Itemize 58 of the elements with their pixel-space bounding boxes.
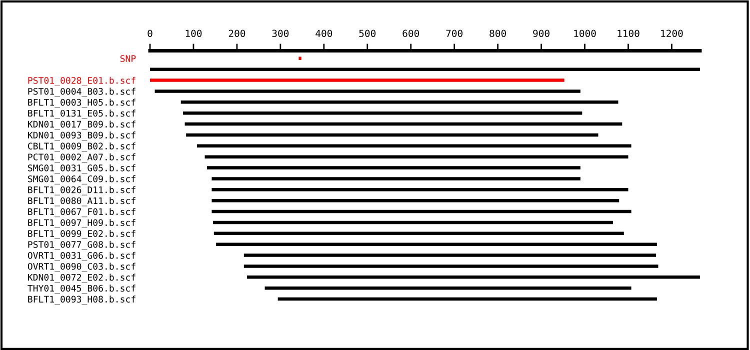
y-tick-label: KDN01_0017_B09.b.scf — [28, 120, 136, 130]
x-tick-label: 400 — [316, 30, 332, 38]
bar — [244, 254, 656, 257]
y-tick-label: BFLT1_0026_D11.b.scf — [28, 186, 136, 196]
y-tick-label: PST01_0028_E01.b.scf — [28, 76, 136, 86]
y-tick-label: BFLT1_0131_E05.b.scf — [28, 110, 136, 119]
x-tick-label: 300 — [272, 30, 289, 38]
x-tick-label: 0 — [148, 30, 152, 38]
y-tick-label: BFLT1_0080_A11.b.scf — [28, 197, 136, 206]
bar — [180, 100, 618, 104]
x-tick-label: 600 — [402, 30, 420, 38]
bar — [204, 155, 628, 158]
bar — [244, 264, 658, 268]
x-tick-label: 1100 — [618, 30, 640, 38]
y-tick-label: BFLT1_0097_H09.b.scf — [28, 219, 136, 228]
y-tick-label: OVRT1_0031_G06.b.scf — [28, 252, 136, 261]
x-tick-label: 1000 — [574, 30, 596, 38]
y-tick-label: BFLT1_0003_H05.b.scf — [28, 98, 136, 108]
bar — [154, 90, 580, 93]
y-tick-label: THY01_0045_B06.b.scf — [28, 284, 136, 294]
y-tick-label: CBLT1_0009_B02.b.scf — [28, 142, 136, 152]
bar — [298, 56, 302, 60]
y-tick-label: PST01_0004_B03.b.scf — [28, 88, 136, 97]
y-tick-label: SNP — [120, 55, 136, 62]
x-tick-label: 900 — [533, 30, 550, 38]
y-tick-label: PCT01_0002_A07.b.scf — [28, 153, 136, 162]
y-tick-label: BFLT1_0099_E02.b.scf — [28, 230, 136, 239]
bar — [150, 78, 564, 82]
x-tick-label: 200 — [228, 30, 246, 38]
bar — [196, 144, 632, 148]
bar — [213, 220, 614, 224]
bar — [150, 68, 700, 71]
bar — [264, 286, 632, 290]
bar — [212, 188, 628, 192]
bar — [212, 198, 620, 202]
y-tick-label: KDN01_0072_E02.b.scf — [28, 274, 136, 283]
bar — [246, 276, 700, 279]
x-tick-label: 800 — [490, 30, 506, 38]
x-tick-label: 500 — [359, 30, 376, 38]
y-tick-label: SMG01_0064_C09.b.scf — [28, 175, 136, 184]
x-tick-label: 100 — [186, 30, 202, 38]
bar — [212, 210, 632, 214]
bar — [216, 242, 657, 246]
y-tick-label: KDN01_0093_B09.b.scf — [28, 132, 136, 141]
y-tick-label: PST01_0077_G08.b.scf — [28, 240, 136, 250]
bar — [186, 133, 598, 137]
y-tick-label: OVRT1_0090_C03.b.scf — [28, 262, 136, 272]
y-tick-label: SMG01_0031_G05.b.scf — [28, 164, 136, 174]
bar — [278, 297, 657, 301]
x-tick-label: 1200 — [661, 30, 683, 38]
bar — [212, 177, 580, 180]
bar — [206, 166, 580, 170]
y-tick-label: BFLT1_0093_H08.b.scf — [28, 296, 136, 305]
x-tick-label: 700 — [446, 30, 462, 38]
y-tick-label: BFLT1_0067_F01.b.scf — [28, 208, 136, 218]
bar — [184, 122, 622, 126]
bar — [214, 232, 624, 236]
bar — [183, 111, 582, 115]
